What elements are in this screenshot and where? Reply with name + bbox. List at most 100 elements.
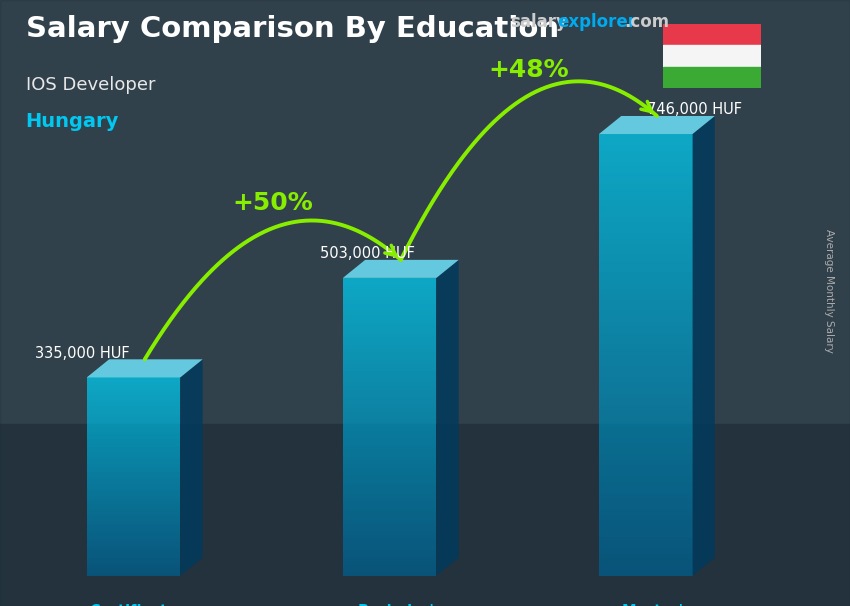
Polygon shape <box>87 506 180 509</box>
Bar <box>0 424 850 606</box>
Polygon shape <box>343 471 436 475</box>
Polygon shape <box>599 471 693 476</box>
Polygon shape <box>87 410 180 412</box>
Polygon shape <box>87 467 180 469</box>
Polygon shape <box>599 272 693 278</box>
Polygon shape <box>343 501 436 505</box>
Polygon shape <box>599 438 693 443</box>
Polygon shape <box>599 217 693 222</box>
Polygon shape <box>87 519 180 521</box>
Polygon shape <box>599 316 693 322</box>
Polygon shape <box>343 285 436 289</box>
Polygon shape <box>343 326 436 330</box>
Polygon shape <box>87 541 180 544</box>
Polygon shape <box>87 471 180 474</box>
Polygon shape <box>87 551 180 553</box>
Polygon shape <box>599 388 693 393</box>
Polygon shape <box>599 548 693 554</box>
Polygon shape <box>87 531 180 533</box>
Polygon shape <box>599 493 693 498</box>
Text: 746,000 HUF: 746,000 HUF <box>647 102 742 118</box>
Polygon shape <box>87 573 180 576</box>
Polygon shape <box>599 460 693 465</box>
Polygon shape <box>599 256 693 261</box>
Polygon shape <box>599 139 693 145</box>
Text: 335,000 HUF: 335,000 HUF <box>35 346 130 361</box>
Polygon shape <box>343 315 436 319</box>
Polygon shape <box>343 404 436 408</box>
Polygon shape <box>343 300 436 304</box>
Polygon shape <box>343 531 436 534</box>
Polygon shape <box>343 505 436 508</box>
Polygon shape <box>599 250 693 256</box>
Polygon shape <box>343 456 436 461</box>
Polygon shape <box>87 390 180 392</box>
Polygon shape <box>599 554 693 559</box>
Polygon shape <box>87 556 180 558</box>
Polygon shape <box>599 261 693 267</box>
Polygon shape <box>599 399 693 405</box>
Polygon shape <box>87 359 202 378</box>
Polygon shape <box>343 438 436 442</box>
Polygon shape <box>87 476 180 479</box>
Polygon shape <box>87 469 180 471</box>
Polygon shape <box>599 200 693 206</box>
Polygon shape <box>599 206 693 211</box>
Polygon shape <box>343 356 436 360</box>
Polygon shape <box>599 487 693 493</box>
Polygon shape <box>599 405 693 410</box>
Polygon shape <box>87 509 180 511</box>
Polygon shape <box>343 386 436 390</box>
Polygon shape <box>599 278 693 283</box>
Polygon shape <box>343 371 436 375</box>
Polygon shape <box>343 557 436 561</box>
Polygon shape <box>343 278 436 282</box>
Polygon shape <box>87 454 180 457</box>
Polygon shape <box>87 432 180 435</box>
Polygon shape <box>343 527 436 531</box>
Polygon shape <box>87 424 180 427</box>
Polygon shape <box>599 570 693 576</box>
Polygon shape <box>87 546 180 548</box>
Polygon shape <box>87 514 180 516</box>
Polygon shape <box>599 410 693 416</box>
Polygon shape <box>343 319 436 322</box>
Bar <box>663 45 761 67</box>
Polygon shape <box>343 475 436 479</box>
Polygon shape <box>343 322 436 326</box>
Text: salary: salary <box>510 13 567 32</box>
Polygon shape <box>87 558 180 561</box>
Polygon shape <box>87 405 180 407</box>
Polygon shape <box>87 385 180 387</box>
Polygon shape <box>599 355 693 361</box>
Polygon shape <box>599 299 693 305</box>
Polygon shape <box>599 333 693 338</box>
Polygon shape <box>87 435 180 437</box>
Polygon shape <box>599 294 693 299</box>
Polygon shape <box>343 453 436 456</box>
Polygon shape <box>87 412 180 415</box>
Polygon shape <box>599 476 693 482</box>
Polygon shape <box>599 344 693 349</box>
Polygon shape <box>343 427 436 430</box>
Polygon shape <box>599 427 693 432</box>
Polygon shape <box>599 228 693 233</box>
Polygon shape <box>599 498 693 504</box>
Polygon shape <box>343 516 436 520</box>
Polygon shape <box>343 482 436 487</box>
Polygon shape <box>599 195 693 200</box>
Polygon shape <box>87 474 180 476</box>
Text: +48%: +48% <box>489 58 570 82</box>
Polygon shape <box>343 338 436 341</box>
Polygon shape <box>87 378 180 380</box>
Polygon shape <box>87 451 180 454</box>
Polygon shape <box>343 378 436 382</box>
Text: .com: .com <box>625 13 670 32</box>
Polygon shape <box>343 546 436 550</box>
Bar <box>663 67 761 88</box>
Bar <box>663 24 761 45</box>
Text: 503,000 HUF: 503,000 HUF <box>320 246 415 261</box>
Polygon shape <box>87 430 180 432</box>
Polygon shape <box>87 526 180 528</box>
Polygon shape <box>87 568 180 571</box>
